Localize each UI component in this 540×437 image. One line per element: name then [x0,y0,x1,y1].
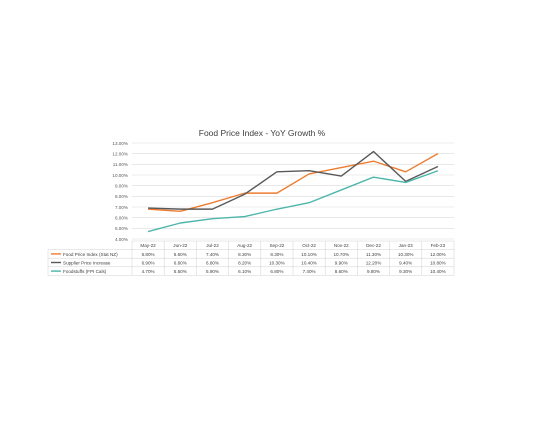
x-tick-label: Dec-22 [366,243,381,248]
data-label: 6.60% [174,252,187,257]
y-tick-label: 7.00% [115,205,128,210]
data-label: 10.10% [301,252,317,257]
data-label: 6.90% [142,260,155,265]
y-tick-label: 5.00% [115,226,128,231]
data-label: 6.80% [270,269,283,274]
data-label: 9.40% [399,260,412,265]
data-label: 6.80% [206,260,219,265]
data-label: 5.90% [206,269,219,274]
data-label: 8.30% [270,252,283,257]
data-label: 6.80% [142,252,155,257]
series-line-3 [147,170,439,233]
data-label: 9.90% [335,260,348,265]
data-label: 10.30% [269,260,285,265]
data-label: 9.30% [399,269,412,274]
data-label: 11.30% [366,252,381,257]
data-label: 6.10% [238,269,251,274]
data-label: 9.80% [367,269,380,274]
x-tick-label: May-22 [140,243,156,248]
data-label: 4.70% [142,269,155,274]
y-tick-label: 8.00% [115,194,128,199]
data-table: May-22 Jun-22 Jul-22 Aug-22 Sep-22 Oct-22 Nov-… [47,240,455,276]
x-tick-label: Feb-23 [431,243,446,248]
data-label: 12.00% [430,252,446,257]
y-axis-ticks: 13.00% 12.00% 11.00% 10.00% 9.00% 8.00% 7.00% 6… [112,141,128,242]
y-tick-label: 9.00% [115,183,128,188]
y-tick-label: 10.00% [112,173,128,178]
chart-title: Food Price Index - YoY Growth % [199,128,326,138]
y-tick-label: 6.00% [115,215,128,220]
x-tick-label: Jun-22 [173,243,187,248]
legend-label: Foodstuffs (FPI Cals) [63,269,107,274]
x-tick-label: Sep-22 [269,243,284,248]
x-tick-label: Nov-22 [334,243,349,248]
data-label: 5.50% [174,269,187,274]
data-label: 10.70% [334,252,350,257]
y-tick-label: 4.00% [115,237,128,242]
data-label: 8.30% [238,252,251,257]
data-label: 12.20% [366,260,382,265]
data-label: 10.30% [398,252,414,257]
gridlines [132,142,454,240]
data-label: 7.40% [303,269,316,274]
data-label: 8.60% [335,269,348,274]
data-label: 10.40% [301,260,317,265]
x-tick-label: Jul-22 [206,243,219,248]
y-tick-label: 12.00% [112,151,128,156]
data-label: 7.40% [206,252,219,257]
data-label: 10.80% [430,260,446,265]
x-tick-label: Aug-22 [237,243,252,248]
x-tick-label: Jan-23 [399,243,413,248]
x-tick-label: Oct-22 [302,243,316,248]
series-lines [147,150,439,233]
series-line-1 [148,153,439,212]
data-label: 6.80% [174,260,187,265]
legend-label: Food Price Index (Stat NZ) [63,252,118,257]
series-line-2 [148,150,439,210]
y-tick-label: 11.00% [113,162,128,167]
legend-label: Supplier Price Increase [63,260,111,265]
y-tick-label: 13.00% [112,141,128,146]
data-label: 10.40% [430,269,446,274]
data-label: 8.20% [238,260,251,265]
